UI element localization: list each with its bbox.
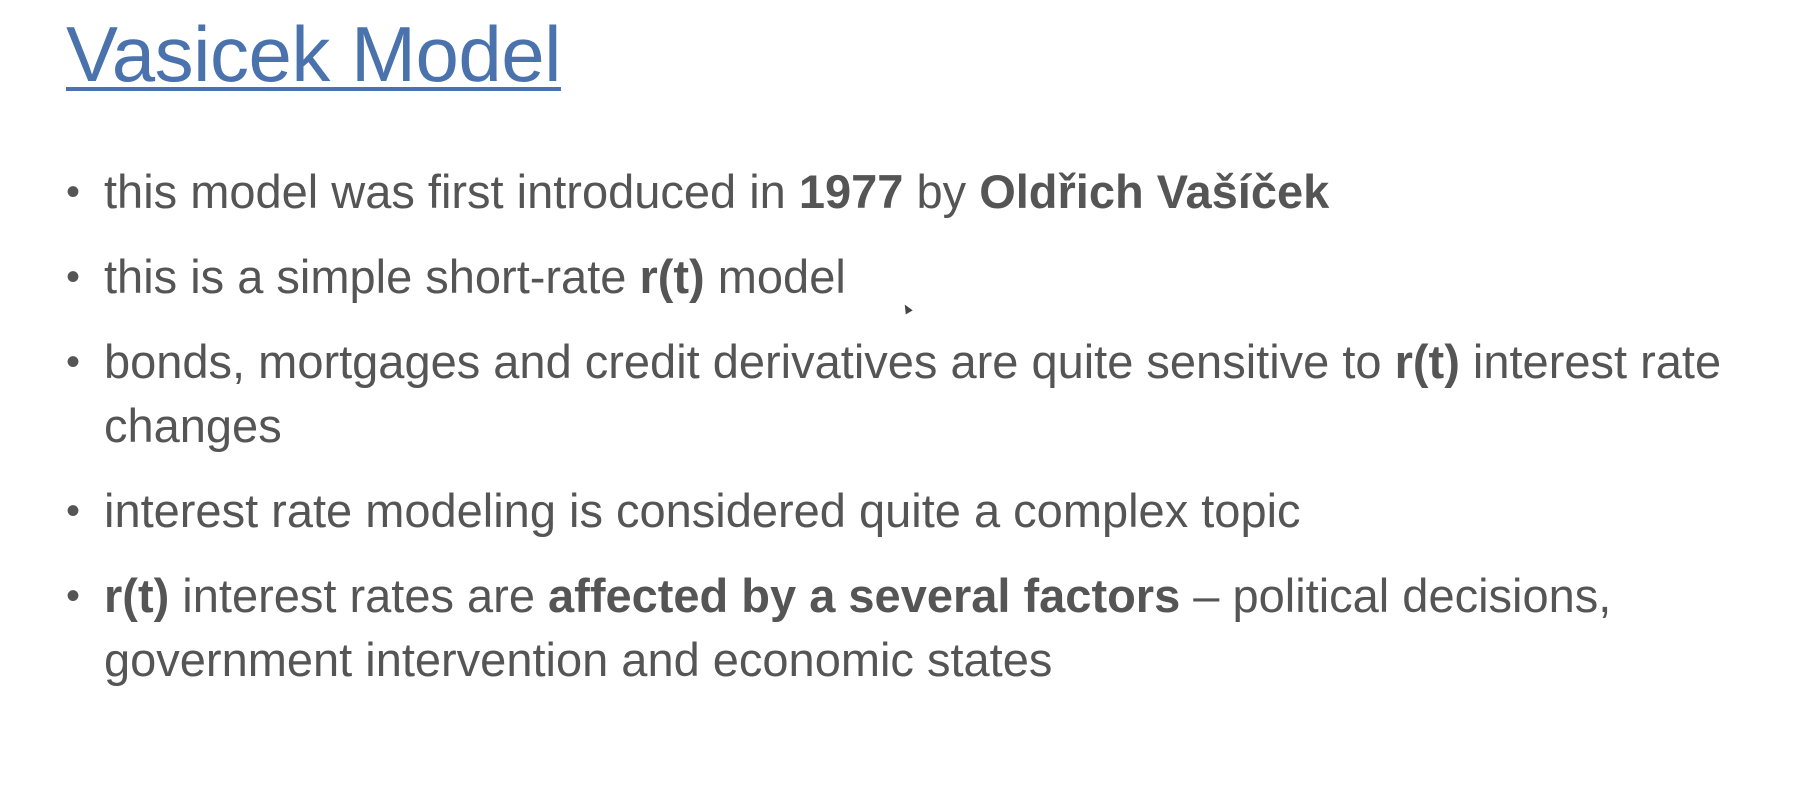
bold-year: 1977: [798, 165, 904, 218]
bullet-dot-icon: •: [66, 170, 81, 214]
bullet-list: • this model was first introduced in 197…: [66, 160, 1756, 713]
text-segment: interest rate changes: [104, 335, 1722, 452]
bullet-item: • r(t) interest rates are affected by a …: [66, 564, 1756, 692]
text-segment: model: [704, 250, 846, 303]
bold-rate-symbol: r(t): [104, 569, 170, 622]
bullet-text: this model was first introduced in 1977 …: [104, 165, 1329, 218]
bold-author-name: Oldřich Vašíček: [979, 165, 1330, 218]
text-segment: interest rate modeling is considered qui…: [104, 484, 1301, 537]
text-segment: bonds, mortgages and credit derivatives …: [104, 335, 1395, 388]
bullet-text: r(t) interest rates are affected by a se…: [104, 569, 1611, 686]
bullet-dot-icon: •: [66, 489, 81, 533]
text-segment: this model was first introduced in: [104, 165, 799, 218]
bold-factors-phrase: affected by a several factors: [548, 569, 1181, 622]
bullet-item: • this is a simple short-rate r(t) model: [66, 245, 1756, 309]
bullet-dot-icon: •: [66, 255, 81, 299]
bold-rate-symbol: r(t): [639, 250, 705, 303]
bullet-text: interest rate modeling is considered qui…: [104, 484, 1301, 537]
text-segment: by: [903, 165, 980, 218]
bullet-dot-icon: •: [66, 340, 81, 384]
bullet-text: bonds, mortgages and credit derivatives …: [104, 335, 1721, 452]
bold-rate-symbol: r(t): [1394, 335, 1460, 388]
bullet-dot-icon: •: [66, 574, 81, 618]
text-segment: this is a simple short-rate: [104, 250, 640, 303]
bullet-item: • interest rate modeling is considered q…: [66, 479, 1756, 543]
slide-title: Vasicek Model: [66, 10, 561, 98]
text-segment: – political decisions, government interv…: [104, 569, 1612, 686]
bullet-item: • bonds, mortgages and credit derivative…: [66, 330, 1756, 458]
bullet-text: this is a simple short-rate r(t) model: [104, 250, 846, 303]
text-segment: interest rates are: [169, 569, 549, 622]
bullet-item: • this model was first introduced in 197…: [66, 160, 1756, 224]
